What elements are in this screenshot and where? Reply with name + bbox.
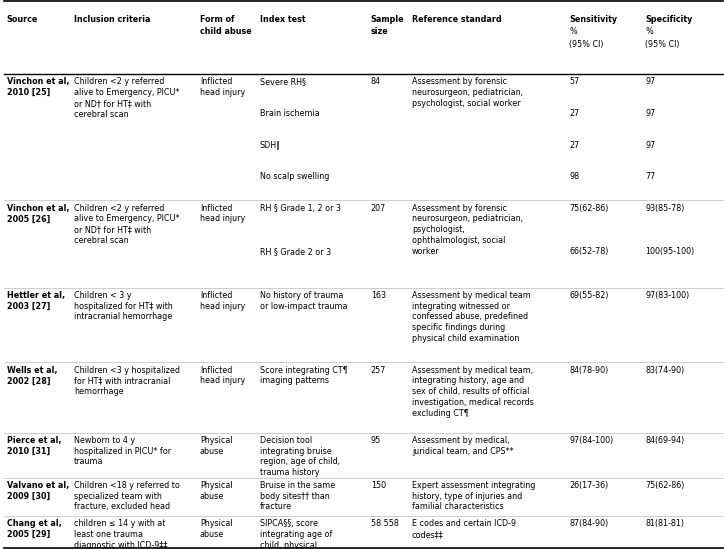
Text: 26(17-36): 26(17-36)	[569, 481, 608, 490]
Text: No scalp swelling: No scalp swelling	[260, 172, 329, 181]
Text: No history of trauma
or low-impact trauma: No history of trauma or low-impact traum…	[260, 291, 348, 311]
Text: Brain ischemia: Brain ischemia	[260, 109, 320, 118]
Text: 58 558: 58 558	[371, 519, 399, 528]
Text: Physical
abuse: Physical abuse	[200, 481, 232, 501]
Text: 57: 57	[569, 77, 579, 86]
Text: Newborn to 4 y
hospitalized in PICU* for
trauma: Newborn to 4 y hospitalized in PICU* for…	[74, 436, 171, 467]
Text: Children <2 y referred
alive to Emergency, PICU*
or ND† for HT‡ with
cerebral sc: Children <2 y referred alive to Emergenc…	[74, 204, 180, 245]
Text: Index test: Index test	[260, 15, 306, 24]
Text: 75(62-86): 75(62-86)	[569, 204, 608, 212]
Text: 97: 97	[645, 77, 655, 86]
Text: 27: 27	[569, 109, 579, 118]
Text: Form of: Form of	[200, 15, 235, 24]
Text: Sensitivity: Sensitivity	[569, 15, 617, 24]
Text: 100(95-100): 100(95-100)	[645, 247, 694, 256]
Text: Expert assessment integrating
history, type of injuries and
familial characteris: Expert assessment integrating history, t…	[412, 481, 535, 512]
Text: Hettler et al,
2003 [27]: Hettler et al, 2003 [27]	[7, 291, 64, 311]
Text: Assessment by forensic
neurosurgeon, pediatrician,
psychologist, social worker: Assessment by forensic neurosurgeon, ped…	[412, 77, 523, 108]
Text: Assessment by medical team
integrating witnessed or
confessed abuse, predefined
: Assessment by medical team integrating w…	[412, 291, 531, 343]
Text: %: %	[569, 27, 577, 36]
Text: 93(85-78): 93(85-78)	[645, 204, 684, 212]
Text: Chang et al,
2005 [29]: Chang et al, 2005 [29]	[7, 519, 62, 539]
Text: 75(62-86): 75(62-86)	[645, 481, 684, 490]
Text: Inflicted
head injury: Inflicted head injury	[200, 291, 245, 311]
Text: Children <2 y referred
alive to Emergency, PICU*
or ND† for HT‡ with
cerebral sc: Children <2 y referred alive to Emergenc…	[74, 77, 180, 119]
Text: Children <18 y referred to
specialized team with
fracture, excluded head: Children <18 y referred to specialized t…	[74, 481, 180, 512]
Text: SIPCA§§, score
integrating age of
child, physical
examination and
results of ima: SIPCA§§, score integrating age of child,…	[260, 519, 332, 549]
Text: 69(55-82): 69(55-82)	[569, 291, 609, 300]
Text: 84: 84	[371, 77, 381, 86]
Text: Children < 3 y
hospitalized for HT‡ with
intracranial hemorrhage: Children < 3 y hospitalized for HT‡ with…	[74, 291, 172, 322]
Text: Assessment by forensic
neurosurgeon, pediatrician,
psychologist,
ophthalmologist: Assessment by forensic neurosurgeon, ped…	[412, 204, 523, 256]
Text: 87(84-90): 87(84-90)	[569, 519, 608, 528]
Text: 66(52-78): 66(52-78)	[569, 247, 608, 256]
Text: Bruise in the same
body sites†† than
fracture: Bruise in the same body sites†† than fra…	[260, 481, 335, 512]
Text: %: %	[645, 27, 653, 36]
Text: 84(78-90): 84(78-90)	[569, 366, 608, 374]
Text: (95% CI): (95% CI)	[569, 40, 604, 48]
Text: Score integrating CT¶
imaging patterns: Score integrating CT¶ imaging patterns	[260, 366, 348, 385]
Text: Vinchon et al,
2005 [26]: Vinchon et al, 2005 [26]	[7, 204, 69, 223]
Text: RH § Grade 1, 2 or 3: RH § Grade 1, 2 or 3	[260, 204, 341, 212]
Text: SDH‖: SDH‖	[260, 141, 281, 149]
Text: Specificity: Specificity	[645, 15, 692, 24]
Text: Vinchon et al,
2010 [25]: Vinchon et al, 2010 [25]	[7, 77, 69, 97]
Text: 98: 98	[569, 172, 579, 181]
Text: Inflicted
head injury: Inflicted head injury	[200, 77, 245, 97]
Text: 163: 163	[371, 291, 386, 300]
Text: 95: 95	[371, 436, 381, 445]
Text: Physical
abuse: Physical abuse	[200, 436, 232, 456]
Text: 257: 257	[371, 366, 386, 374]
Text: 77: 77	[645, 172, 655, 181]
Text: 97: 97	[645, 141, 655, 149]
Text: RH § Grade 2 or 3: RH § Grade 2 or 3	[260, 247, 331, 256]
Text: child abuse: child abuse	[200, 27, 251, 36]
Text: Inflicted
head injury: Inflicted head injury	[200, 204, 245, 223]
Text: 97(83-100): 97(83-100)	[645, 291, 689, 300]
Text: Inflicted
head injury: Inflicted head injury	[200, 366, 245, 385]
Text: Decision tool
integrating bruise
region, age of child,
trauma history: Decision tool integrating bruise region,…	[260, 436, 340, 477]
Text: children ≤ 14 y with at
least one trauma
diagnostic with ICD-9‡‡: children ≤ 14 y with at least one trauma…	[74, 519, 167, 549]
Text: 97(84-100): 97(84-100)	[569, 436, 613, 445]
Text: Valvano et al,
2009 [30]: Valvano et al, 2009 [30]	[7, 481, 69, 501]
Text: Reference standard: Reference standard	[412, 15, 502, 24]
Text: 27: 27	[569, 141, 579, 149]
Text: 83(74-90): 83(74-90)	[645, 366, 684, 374]
Text: Pierce et al,
2010 [31]: Pierce et al, 2010 [31]	[7, 436, 61, 456]
Text: Assessment by medical,
juridical team, and CPS**: Assessment by medical, juridical team, a…	[412, 436, 513, 456]
Text: Sample: Sample	[371, 15, 404, 24]
Text: 207: 207	[371, 204, 386, 212]
Text: Assessment by medical team,
integrating history, age and
sex of child, results o: Assessment by medical team, integrating …	[412, 366, 534, 418]
Text: 81(81-81): 81(81-81)	[645, 519, 684, 528]
Text: 150: 150	[371, 481, 386, 490]
Text: Children <3 y hospitalized
for HT‡ with intracranial
hemorrhage: Children <3 y hospitalized for HT‡ with …	[74, 366, 180, 396]
Text: E codes and certain ICD-9
codes‡‡: E codes and certain ICD-9 codes‡‡	[412, 519, 516, 539]
Text: size: size	[371, 27, 389, 36]
Text: Physical
abuse: Physical abuse	[200, 519, 232, 539]
Text: Source: Source	[7, 15, 38, 24]
Text: Wells et al,
2002 [28]: Wells et al, 2002 [28]	[7, 366, 57, 385]
Text: 84(69-94): 84(69-94)	[645, 436, 684, 445]
Text: Inclusion criteria: Inclusion criteria	[74, 15, 151, 24]
Text: 97: 97	[645, 109, 655, 118]
Text: Severe RH§: Severe RH§	[260, 77, 306, 86]
Text: (95% CI): (95% CI)	[645, 40, 680, 48]
